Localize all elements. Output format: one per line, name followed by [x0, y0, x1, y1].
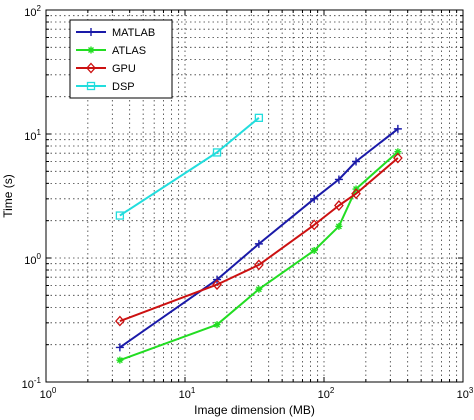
data-point-atlas	[310, 246, 318, 254]
data-point-atlas	[255, 285, 263, 293]
legend-marker-atlas	[87, 46, 95, 54]
data-point-gpu	[393, 152, 403, 164]
data-point-atlas	[335, 222, 343, 230]
data-point-gpu	[254, 259, 264, 271]
data-point-matlab	[254, 239, 263, 248]
plot-frame	[45, 9, 464, 383]
legend: MATLAB ATLAS GPU DSP	[69, 19, 173, 99]
series-layer	[115, 113, 403, 364]
legend-label-gpu: GPU	[112, 63, 136, 75]
series-line-dsp	[119, 117, 260, 217]
data-point-matlab	[115, 343, 124, 352]
legend-item-gpu: GPU	[76, 62, 136, 75]
x-tick-label: 101	[179, 386, 196, 401]
legend-label-matlab: MATLAB	[112, 27, 155, 39]
y-tick-label: 10-1	[22, 376, 42, 391]
data-point-gpu	[115, 315, 125, 327]
legend-marker-dsp	[86, 81, 96, 91]
data-point-dsp	[254, 113, 264, 122]
data-point-gpu	[309, 219, 320, 231]
data-point-atlas	[394, 148, 402, 156]
series-line-gpu	[119, 157, 399, 323]
data-point-matlab	[352, 157, 361, 166]
y-axis-title: Time (s)	[1, 174, 15, 218]
y-tick-label: 101	[24, 128, 41, 143]
data-point-gpu	[212, 279, 222, 291]
grid	[46, 10, 463, 382]
data-point-dsp	[212, 148, 222, 157]
data-point-gpu	[334, 200, 344, 211]
y-tick-label: 102	[24, 4, 41, 19]
legend-label-dsp: DSP	[112, 81, 135, 93]
data-point-gpu	[351, 188, 361, 200]
x-tick-label: 103	[457, 386, 474, 401]
series-dsp	[115, 113, 264, 220]
legend-marker-matlab	[87, 28, 95, 36]
legend-label-atlas: ATLAS	[112, 45, 146, 57]
legend-item-dsp: DSP	[76, 81, 135, 93]
x-tick-label: 100	[40, 386, 57, 401]
y-tick-label: 100	[24, 252, 41, 267]
data-point-matlab	[310, 194, 319, 203]
legend-marker-gpu	[86, 62, 96, 74]
legend-item-atlas: ATLAS	[76, 45, 146, 57]
x-tick-label: 102	[318, 386, 335, 401]
series-gpu	[115, 152, 403, 327]
data-point-atlas	[213, 321, 221, 329]
legend-item-matlab: MATLAB	[76, 27, 155, 39]
data-point-matlab	[334, 175, 343, 184]
data-point-matlab	[393, 124, 402, 133]
data-point-atlas	[116, 356, 124, 364]
data-point-dsp	[115, 211, 125, 220]
x-axis-title: Image dimension (MB)	[194, 403, 315, 417]
